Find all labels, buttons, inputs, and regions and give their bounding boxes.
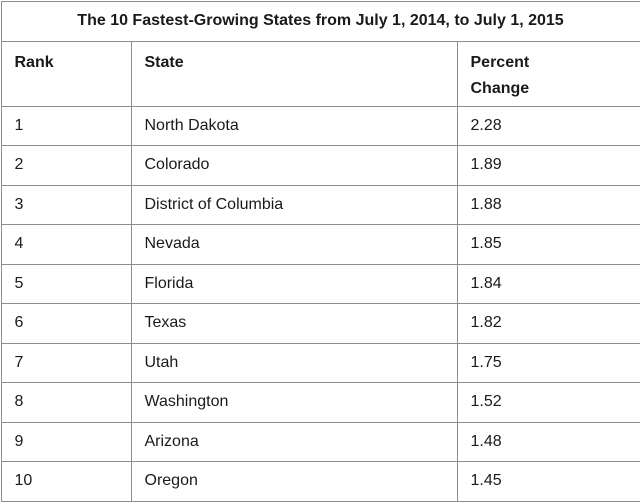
percent-change-cell: 1.52: [457, 383, 640, 423]
table-row: 2 Colorado 1.89: [1, 146, 640, 186]
table-row: 7 Utah 1.75: [1, 343, 640, 383]
column-header-state: State: [131, 41, 457, 106]
rank-cell: 9: [1, 422, 131, 462]
rank-cell: 10: [1, 462, 131, 502]
rank-cell: 4: [1, 225, 131, 265]
percent-change-cell: 1.89: [457, 146, 640, 186]
rank-cell: 3: [1, 185, 131, 225]
rank-cell: 6: [1, 304, 131, 344]
rank-cell: 7: [1, 343, 131, 383]
column-header-percent-line1: Percent: [471, 54, 530, 71]
table-row: 6 Texas 1.82: [1, 304, 640, 344]
state-cell: Texas: [131, 304, 457, 344]
state-cell: Oregon: [131, 462, 457, 502]
percent-change-cell: 1.45: [457, 462, 640, 502]
percent-change-cell: 1.85: [457, 225, 640, 265]
table-row: 3 District of Columbia 1.88: [1, 185, 640, 225]
table-title: The 10 Fastest-Growing States from July …: [1, 1, 640, 41]
state-cell: Florida: [131, 264, 457, 304]
state-cell: Nevada: [131, 225, 457, 265]
column-header-percent-change: Percent Change: [457, 41, 640, 106]
state-cell: Arizona: [131, 422, 457, 462]
rank-cell: 2: [1, 146, 131, 186]
percent-change-cell: 1.84: [457, 264, 640, 304]
rank-cell: 5: [1, 264, 131, 304]
state-cell: Colorado: [131, 146, 457, 186]
state-cell: District of Columbia: [131, 185, 457, 225]
table-header-row: Rank State Percent Change: [1, 41, 640, 106]
percent-change-cell: 1.75: [457, 343, 640, 383]
column-header-percent-line2: Change: [471, 80, 530, 97]
table-row: 1 North Dakota 2.28: [1, 106, 640, 146]
percent-change-cell: 1.88: [457, 185, 640, 225]
table-row: 5 Florida 1.84: [1, 264, 640, 304]
column-header-rank: Rank: [1, 41, 131, 106]
state-cell: Washington: [131, 383, 457, 423]
state-cell: Utah: [131, 343, 457, 383]
percent-change-cell: 2.28: [457, 106, 640, 146]
table-row: 8 Washington 1.52: [1, 383, 640, 423]
state-cell: North Dakota: [131, 106, 457, 146]
percent-change-cell: 1.82: [457, 304, 640, 344]
table-caption-row: The 10 Fastest-Growing States from July …: [1, 1, 640, 41]
percent-change-cell: 1.48: [457, 422, 640, 462]
table-row: 10 Oregon 1.45: [1, 462, 640, 502]
table-row: 9 Arizona 1.48: [1, 422, 640, 462]
table-row: 4 Nevada 1.85: [1, 225, 640, 265]
rank-cell: 1: [1, 106, 131, 146]
table-body: 1 North Dakota 2.28 2 Colorado 1.89 3 Di…: [1, 106, 640, 501]
rank-cell: 8: [1, 383, 131, 423]
